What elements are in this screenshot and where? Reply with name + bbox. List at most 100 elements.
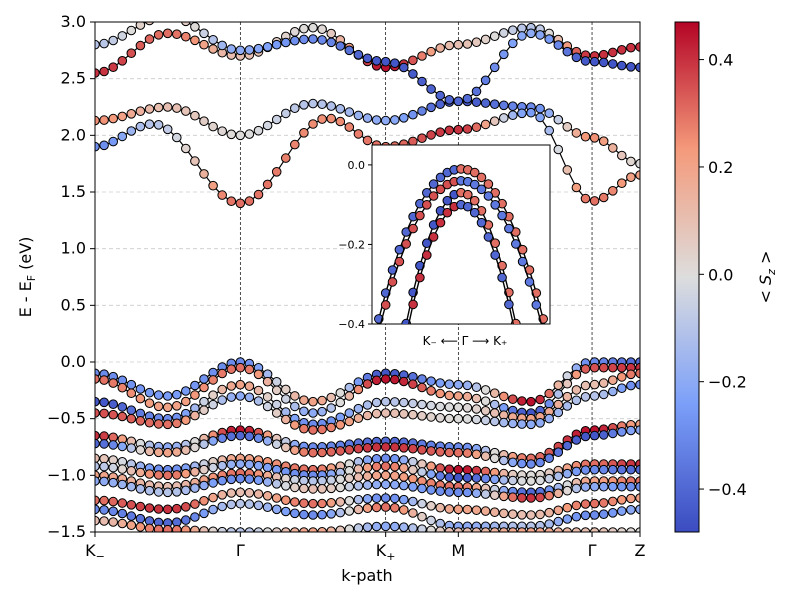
band-point bbox=[462, 93, 473, 104]
band-point bbox=[508, 25, 518, 36]
band-point bbox=[580, 510, 591, 521]
band-point bbox=[453, 413, 464, 424]
band-point bbox=[108, 136, 118, 147]
x-tick-label: M bbox=[451, 541, 465, 560]
band-point bbox=[99, 516, 109, 526]
band-point bbox=[190, 512, 200, 522]
inset-point bbox=[368, 344, 377, 353]
band-point bbox=[390, 442, 400, 453]
band-point bbox=[399, 397, 409, 408]
band-point bbox=[380, 442, 391, 452]
band-point bbox=[126, 520, 137, 531]
band-point bbox=[635, 493, 640, 503]
band-point bbox=[453, 391, 464, 401]
band-point bbox=[480, 527, 491, 532]
band-point bbox=[517, 527, 527, 532]
inset-point bbox=[511, 239, 521, 249]
band-point bbox=[544, 473, 555, 484]
band-point bbox=[199, 116, 209, 126]
band-point bbox=[453, 504, 464, 515]
band-point bbox=[153, 504, 164, 514]
band-point bbox=[290, 420, 300, 430]
band-point bbox=[244, 196, 255, 206]
band-point bbox=[281, 108, 291, 119]
band-point bbox=[290, 497, 300, 507]
band-point bbox=[362, 462, 373, 473]
band-point bbox=[580, 431, 591, 442]
band-point bbox=[408, 109, 418, 120]
band-point bbox=[453, 402, 464, 413]
inset-band-points bbox=[368, 164, 549, 365]
band-point bbox=[326, 498, 337, 508]
band-point bbox=[399, 443, 409, 453]
band-point bbox=[344, 481, 355, 492]
band-point bbox=[553, 447, 564, 458]
band-point bbox=[190, 499, 200, 509]
band-point bbox=[471, 393, 482, 404]
band-point bbox=[517, 458, 527, 469]
band-point bbox=[399, 62, 409, 73]
band-point bbox=[444, 402, 455, 412]
inset-y-tick-label: −0.4 bbox=[338, 318, 365, 331]
band-point bbox=[271, 527, 282, 532]
band-point bbox=[108, 496, 118, 507]
band-point bbox=[326, 447, 337, 457]
band-point bbox=[244, 474, 255, 484]
band-point bbox=[208, 492, 218, 503]
band-point bbox=[435, 90, 446, 101]
band-point bbox=[471, 86, 482, 97]
band-point bbox=[408, 69, 418, 79]
band-point bbox=[380, 502, 391, 512]
band-point bbox=[126, 443, 137, 453]
band-point bbox=[562, 122, 573, 132]
band-point bbox=[162, 470, 173, 481]
band-point bbox=[499, 475, 509, 485]
band-point bbox=[544, 125, 555, 136]
band-point bbox=[199, 439, 209, 450]
band-point bbox=[408, 55, 418, 66]
band-point bbox=[508, 457, 518, 468]
band-point bbox=[598, 430, 609, 440]
band-point bbox=[162, 447, 173, 458]
band-point bbox=[580, 380, 591, 391]
band-point bbox=[471, 488, 482, 499]
band-point bbox=[589, 527, 600, 532]
band-point bbox=[95, 39, 100, 50]
inset-point bbox=[518, 355, 527, 364]
band-point bbox=[589, 430, 600, 441]
band-series bbox=[95, 379, 640, 435]
band-point bbox=[344, 416, 355, 427]
band-point bbox=[135, 522, 146, 532]
inset-band bbox=[368, 176, 543, 365]
inset-point bbox=[435, 172, 446, 183]
band-point bbox=[571, 466, 582, 477]
band-point bbox=[598, 136, 609, 146]
band-point bbox=[444, 125, 455, 136]
band-point bbox=[253, 125, 264, 136]
band-point bbox=[390, 115, 400, 125]
band-point bbox=[580, 56, 591, 66]
band-point bbox=[226, 381, 237, 391]
band-point bbox=[626, 505, 636, 515]
band-point bbox=[181, 106, 191, 116]
band-point bbox=[144, 119, 155, 129]
x-tick-label: Z bbox=[635, 541, 646, 560]
band-point bbox=[435, 401, 446, 412]
band-point bbox=[571, 52, 582, 63]
band-point bbox=[562, 165, 573, 175]
band-point bbox=[262, 502, 273, 513]
band-point bbox=[499, 100, 509, 111]
band-point bbox=[281, 506, 291, 517]
band-point bbox=[480, 415, 491, 426]
inset-point bbox=[368, 356, 377, 365]
band-point bbox=[108, 378, 118, 388]
band-point bbox=[562, 401, 573, 411]
band-point bbox=[344, 506, 355, 516]
band-point bbox=[499, 391, 509, 402]
band-point bbox=[95, 495, 100, 506]
band-point bbox=[308, 425, 318, 435]
band-point bbox=[489, 388, 500, 399]
band-point bbox=[190, 442, 200, 453]
x-tick-label: K− bbox=[85, 541, 105, 563]
band-point bbox=[471, 473, 482, 483]
